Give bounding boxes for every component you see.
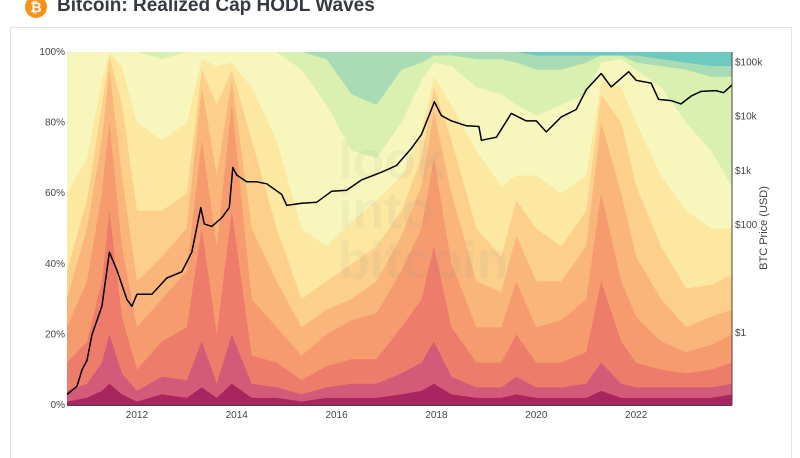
bitcoin-icon: ₿ [25, 0, 47, 18]
x-axis-ticks: 2012 2014 2016 2018 2020 2022 [126, 410, 648, 421]
hodl-waves-chart[interactable]: look into bitcoin 0% 20% 40% 60% 80% 100% 201… [0, 0, 800, 445]
y2-tick-label: $1 [735, 328, 747, 339]
y2-tick-label: $100 [735, 220, 758, 231]
y2-tick-label: $100k [735, 58, 763, 69]
watermark: look into bitcoin [338, 132, 508, 290]
age-band-1 [67, 383, 732, 405]
y2-tick-label: $1k [735, 166, 752, 177]
watermark-line-3: bitcoin [338, 232, 508, 290]
y2-axis-ticks: $1 $100 $1k $10k $100k [735, 58, 763, 340]
age-bands [67, 52, 732, 406]
x-tick-label: 2022 [625, 410, 648, 421]
chart-card [10, 27, 792, 458]
watermark-line-2: into [338, 182, 433, 240]
chart-header: ₿ Bitcoin: Realized Cap HODL Waves [0, 0, 800, 28]
y2-tick-label: $10k [735, 112, 758, 123]
y-tick-label: 80% [45, 118, 65, 129]
y2-axis-title: BTC Price (USD) [758, 186, 770, 270]
x-tick-label: 2014 [226, 410, 249, 421]
y-tick-label: 0% [51, 400, 66, 411]
watermark-line-1: look [338, 132, 445, 190]
x-tick-label: 2018 [425, 410, 448, 421]
y-axis-ticks: 0% 20% 40% 60% 80% 100% [39, 47, 65, 411]
x-tick-label: 2016 [325, 410, 348, 421]
y-tick-label: 20% [45, 329, 65, 340]
y-tick-label: 40% [45, 259, 65, 270]
page-title: Bitcoin: Realized Cap HODL Waves [57, 0, 375, 16]
x-tick-label: 2020 [525, 410, 548, 421]
x-tick-label: 2012 [126, 410, 149, 421]
y-tick-label: 60% [45, 188, 65, 199]
price-line [66, 70, 733, 396]
y-tick-label: 100% [39, 47, 65, 58]
